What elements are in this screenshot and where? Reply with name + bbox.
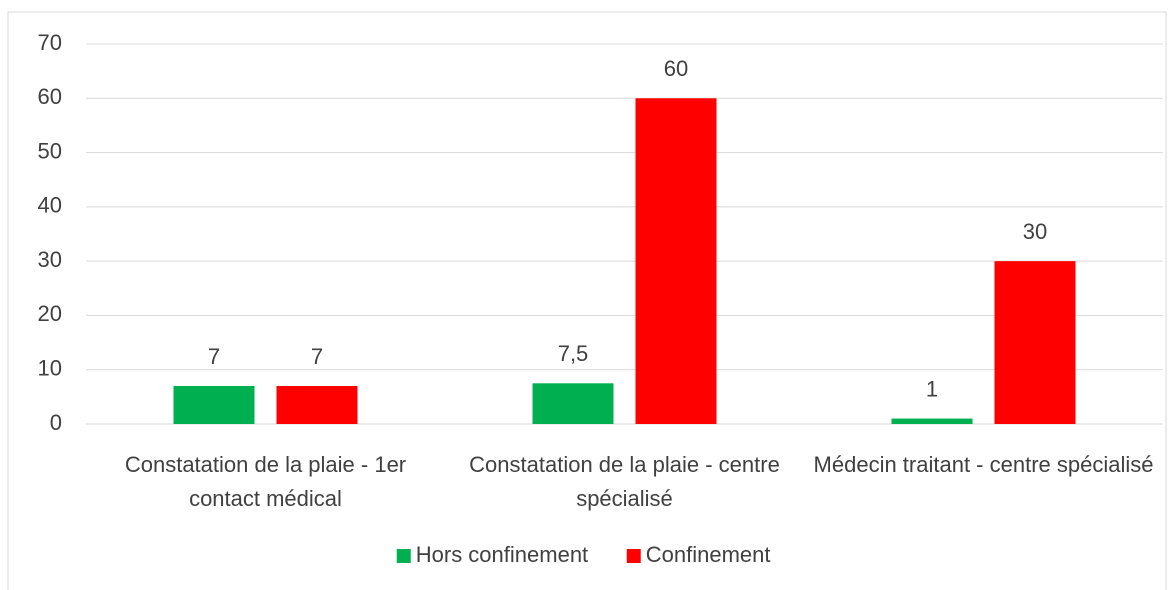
bar xyxy=(994,261,1076,424)
bar xyxy=(276,386,358,424)
bar xyxy=(173,386,255,424)
legend-label: Hors confinement xyxy=(416,542,588,567)
y-tick-label: 60 xyxy=(38,84,62,109)
y-tick-label: 10 xyxy=(38,356,62,381)
data-label: 1 xyxy=(926,376,938,401)
data-label: 30 xyxy=(1023,219,1047,244)
bar xyxy=(891,418,973,424)
x-tick-label: Médecin traitant - centre spécialisé xyxy=(813,452,1154,477)
y-tick-label: 40 xyxy=(38,193,62,218)
data-label: 60 xyxy=(664,56,688,81)
y-tick-label: 0 xyxy=(50,410,62,435)
chart-border xyxy=(7,11,1167,590)
bar xyxy=(635,98,717,425)
bar xyxy=(532,383,614,424)
data-label: 7 xyxy=(311,344,323,369)
legend-swatch xyxy=(396,549,411,563)
legend-label: Confinement xyxy=(646,542,771,567)
x-tick-label: Constatation de la plaie - 1er contact m… xyxy=(124,452,407,511)
y-tick-label: 20 xyxy=(38,301,62,326)
y-tick-label: 30 xyxy=(38,247,62,272)
data-label: 7,5 xyxy=(558,341,589,366)
y-tick-label: 70 xyxy=(38,30,62,55)
data-label: 7 xyxy=(208,344,220,369)
legend-swatch xyxy=(626,549,641,563)
y-tick-label: 50 xyxy=(38,138,62,163)
x-tick-label: Constatation de la plaie - centre spécia… xyxy=(469,452,780,511)
